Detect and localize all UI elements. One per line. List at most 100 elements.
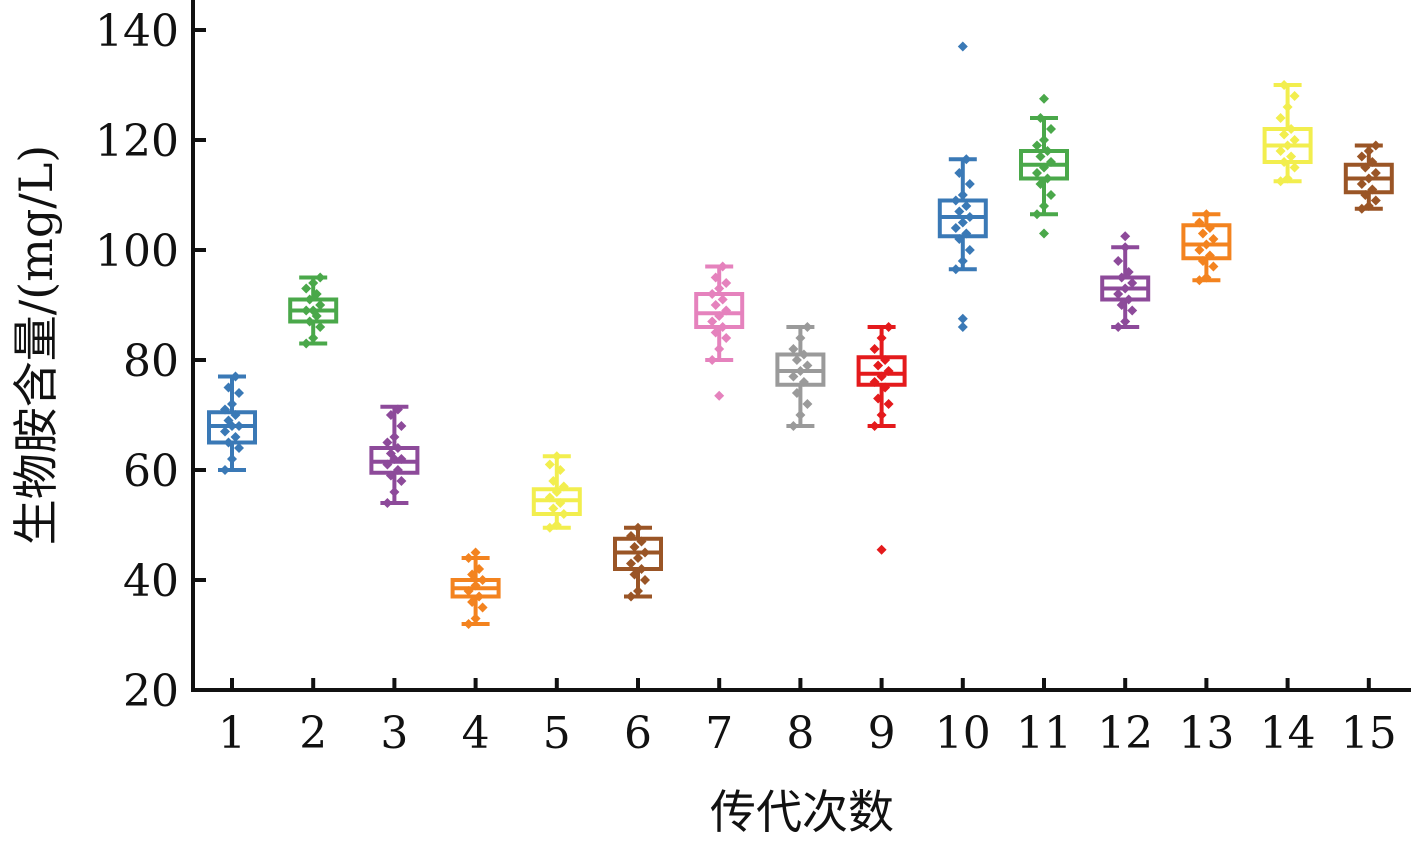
- data-point: [1042, 173, 1053, 184]
- data-point: [633, 586, 643, 596]
- data-point: [1286, 151, 1297, 162]
- box-group-4: [450, 547, 501, 629]
- data-point: [802, 399, 813, 409]
- data-point: [802, 360, 813, 371]
- box-group-3: [369, 404, 420, 508]
- data-point: [964, 179, 975, 189]
- data-point: [230, 371, 241, 382]
- data-point: [223, 382, 234, 393]
- x-tick-label: 11: [1016, 708, 1072, 759]
- data-point: [954, 206, 965, 217]
- data-point: [1039, 135, 1049, 145]
- y-tick-label: 120: [95, 116, 179, 167]
- data-point: [714, 344, 725, 354]
- data-point: [791, 388, 802, 398]
- data-point: [1032, 168, 1042, 178]
- data-point: [392, 443, 403, 453]
- data-point: [389, 432, 400, 442]
- data-point: [957, 217, 968, 228]
- data-point: [1289, 135, 1300, 145]
- y-tick-label: 80: [123, 336, 179, 387]
- data-point: [315, 322, 326, 332]
- x-tick-label: 6: [624, 708, 652, 759]
- data-point: [396, 421, 407, 431]
- data-point: [714, 311, 725, 321]
- data-point: [1201, 272, 1212, 283]
- box-group-6: [613, 522, 663, 602]
- data-point: [717, 261, 728, 272]
- data-point: [869, 344, 880, 354]
- data-point: [551, 451, 562, 462]
- box-group-9: [856, 322, 907, 555]
- x-tick-label: 9: [868, 708, 896, 759]
- box-iqr: [1181, 223, 1232, 261]
- data-point: [1282, 173, 1293, 184]
- data-point: [626, 531, 636, 541]
- data-point: [548, 503, 559, 514]
- data-point: [544, 459, 555, 470]
- data-point: [1042, 146, 1053, 156]
- data-point: [717, 294, 728, 305]
- data-point: [795, 366, 806, 376]
- data-point: [1356, 151, 1367, 162]
- data-point: [1360, 162, 1371, 173]
- box-group-10: [937, 41, 988, 332]
- data-point: [1367, 157, 1378, 167]
- y-tick-label: 60: [123, 446, 179, 497]
- box-group-8: [775, 322, 826, 431]
- data-point: [707, 355, 718, 365]
- data-point: [1286, 124, 1297, 134]
- data-point: [957, 256, 968, 266]
- outlier-point: [1039, 93, 1049, 104]
- data-point: [230, 410, 241, 420]
- data-point: [220, 465, 230, 475]
- data-point: [1120, 242, 1131, 253]
- data-point: [710, 327, 721, 338]
- data-point: [558, 481, 569, 492]
- data-point: [1279, 157, 1290, 167]
- data-point: [301, 305, 312, 316]
- data-point: [1363, 201, 1374, 211]
- data-point: [474, 564, 485, 574]
- data-point: [392, 465, 403, 475]
- data-point: [636, 564, 647, 574]
- data-point: [385, 410, 396, 420]
- data-point: [234, 443, 244, 453]
- data-point: [308, 278, 319, 288]
- data-point: [555, 498, 566, 508]
- data-point: [1039, 162, 1049, 173]
- data-point: [1123, 294, 1134, 305]
- data-point: [640, 547, 650, 558]
- data-point: [798, 377, 809, 387]
- x-tick-label: 15: [1341, 708, 1397, 759]
- data-point: [964, 245, 975, 255]
- data-point: [957, 190, 968, 200]
- data-point: [880, 382, 891, 393]
- data-point: [382, 498, 393, 508]
- box-group-7: [694, 261, 745, 401]
- data-point: [227, 454, 237, 464]
- data-point: [308, 305, 319, 316]
- data-point: [1370, 168, 1381, 178]
- data-point: [315, 272, 326, 283]
- data-point: [470, 547, 481, 558]
- data-point: [1208, 261, 1219, 272]
- data-point: [1127, 278, 1138, 288]
- data-point: [1046, 124, 1056, 134]
- data-point: [392, 404, 403, 415]
- data-point: [883, 399, 894, 409]
- x-tick-label: 1: [218, 708, 246, 759]
- data-point: [396, 454, 407, 464]
- data-point: [470, 580, 481, 591]
- data-point: [1370, 195, 1381, 206]
- outlier-point: [876, 544, 887, 555]
- x-axis-title: 传代次数: [710, 785, 894, 839]
- outlier-point: [1039, 228, 1049, 239]
- data-point: [640, 575, 650, 585]
- data-point: [223, 437, 234, 448]
- box-group-1: [207, 371, 257, 475]
- x-tick-label: 13: [1178, 708, 1234, 759]
- box-group-12: [1100, 231, 1151, 332]
